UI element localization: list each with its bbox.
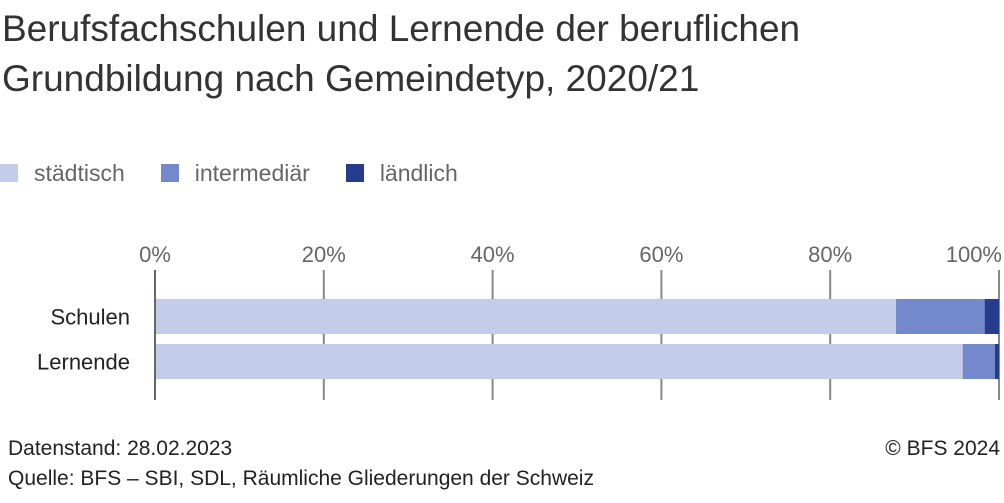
legend-item-intermediaer: intermediär [160,159,310,187]
legend-label-laendlich: ländlich [379,159,458,186]
bar-schulen-2 [984,299,999,334]
x-tick-label-1: 20% [302,242,346,267]
bar-schulen-0 [155,299,897,334]
legend-swatch-intermediaer [160,164,179,182]
legend-swatch-laendlich [345,164,364,182]
footer-left: Datenstand: 28.02.2023 Quelle: BFS – SBI… [8,434,594,494]
bar-lernende-1 [962,344,995,379]
legend-item-staedtisch: städtisch [0,160,125,187]
x-tick-label-3: 60% [639,242,683,267]
legend: städtisch intermediär ländlich [0,158,494,188]
legend-label-intermediaer: intermediär [194,159,310,186]
legend-item-laendlich: ländlich [345,159,458,187]
bar-lernende-0 [155,344,963,379]
legend-label-staedtisch: städtisch [34,159,125,186]
y-category-label-0: Schulen [50,305,130,330]
y-category-label-1: Lernende [37,350,130,375]
legend-swatch-staedtisch [0,164,18,182]
bar-schulen-1 [896,299,985,334]
copyright: © BFS 2024 [885,437,1000,460]
chart-title: Berufsfachschulen und Lernende der beruf… [2,8,801,99]
stacked-bar-chart: 0% 20% 40% 60% 80% 100% Schulen Lernende [37,242,1002,400]
x-tick-label-4: 80% [808,242,852,267]
x-tick-label-5: 100% [946,242,1002,267]
x-tick-label-0: 0% [139,242,171,267]
x-tick-label-2: 40% [471,242,515,267]
bar-lernende-2 [994,344,999,379]
datenstand: Datenstand: 28.02.2023 [8,437,233,460]
quelle: Quelle: BFS – SBI, SDL, Räumliche Gliede… [8,467,594,490]
